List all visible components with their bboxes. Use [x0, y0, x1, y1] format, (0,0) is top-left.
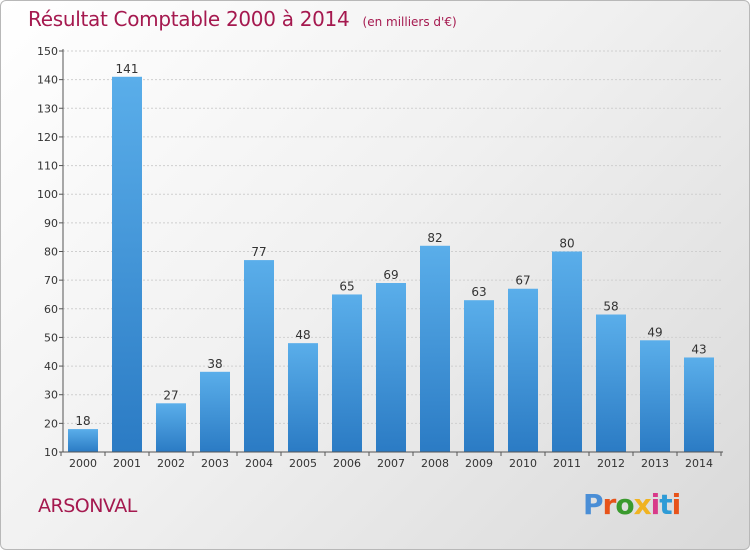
data-label: 27 — [163, 388, 178, 402]
chart-title: Résultat Comptable 2000 à 2014 — [28, 7, 350, 31]
proxiti-logo[interactable]: Proxiti — [583, 488, 682, 521]
data-label: 38 — [207, 357, 222, 371]
grid-lines — [63, 50, 723, 424]
x-tick-label: 2002 — [157, 457, 185, 470]
logo-letter: r — [602, 488, 617, 521]
x-tick-label: 2014 — [685, 457, 713, 470]
y-tick-label: 80 — [44, 246, 58, 259]
bar — [332, 294, 362, 452]
bar — [376, 283, 406, 452]
tick-labels: 10 20 30 40 50 60 70 80 90 100 110 120 130 140 150 18 20… — [37, 45, 713, 470]
y-tick-label: 110 — [37, 160, 58, 173]
bar — [244, 260, 274, 452]
logo-letter: P — [583, 488, 604, 521]
logo-letter: i — [650, 488, 661, 521]
data-label: 58 — [603, 300, 618, 314]
x-tick-label: 2012 — [597, 457, 625, 470]
y-tick-label: 150 — [37, 45, 58, 58]
bar — [684, 357, 714, 452]
data-label: 63 — [471, 285, 486, 299]
data-label: 48 — [295, 328, 310, 342]
y-tick-label: 50 — [44, 331, 58, 344]
bar — [464, 300, 494, 452]
x-tick-label: 2011 — [553, 457, 581, 470]
data-label: 65 — [339, 279, 354, 293]
logo-letter: t — [659, 488, 672, 521]
axes — [59, 49, 723, 456]
bar — [112, 76, 142, 453]
x-tick-label: 2005 — [289, 457, 317, 470]
y-tick-label: 30 — [44, 389, 58, 402]
commune-name: ARSONVAL — [38, 495, 137, 517]
bar — [156, 403, 186, 452]
y-tick-label: 100 — [37, 188, 58, 201]
x-tick-label: 2007 — [377, 457, 405, 470]
bar — [552, 251, 582, 452]
data-label: 67 — [515, 274, 530, 288]
bar — [420, 245, 450, 452]
bar — [596, 314, 626, 452]
y-tick-label: 140 — [37, 74, 58, 87]
x-tick-label: 2010 — [509, 457, 537, 470]
data-label: 141 — [116, 62, 139, 76]
data-label: 49 — [647, 325, 662, 339]
data-label: 43 — [691, 342, 706, 356]
y-tick-label: 10 — [44, 446, 58, 459]
bar — [508, 288, 538, 452]
y-tick-label: 40 — [44, 360, 58, 373]
data-label: 80 — [559, 237, 574, 251]
logo-letter: x — [633, 488, 652, 521]
data-label: 82 — [427, 231, 442, 245]
data-label: 18 — [75, 414, 90, 428]
y-tick-label: 60 — [44, 303, 58, 316]
chart-unit: (en milliers d'€) — [362, 15, 457, 29]
x-tick-label: 2008 — [421, 457, 449, 470]
y-tick-label: 130 — [37, 102, 58, 115]
x-tick-label: 2013 — [641, 457, 669, 470]
data-label: 77 — [251, 245, 266, 259]
y-tick-label: 70 — [44, 274, 58, 287]
x-tick-label: 2001 — [113, 457, 141, 470]
title-row: Résultat Comptable 2000 à 2014 (en milli… — [28, 7, 457, 31]
x-tick-label: 2006 — [333, 457, 361, 470]
x-tick-label: 2009 — [465, 457, 493, 470]
y-tick-label: 120 — [37, 131, 58, 144]
bar — [288, 343, 318, 452]
y-tick-label: 20 — [44, 417, 58, 430]
logo-letter: o — [615, 488, 634, 521]
data-label: 69 — [383, 268, 398, 282]
logo-letter: i — [671, 488, 682, 521]
y-tick-label: 90 — [44, 217, 58, 230]
bar — [640, 340, 670, 452]
bar — [68, 429, 98, 452]
bars — [68, 76, 714, 453]
x-tick-label: 2003 — [201, 457, 229, 470]
bar — [200, 371, 230, 452]
x-tick-label: 2004 — [245, 457, 273, 470]
x-tick-label: 2000 — [69, 457, 97, 470]
